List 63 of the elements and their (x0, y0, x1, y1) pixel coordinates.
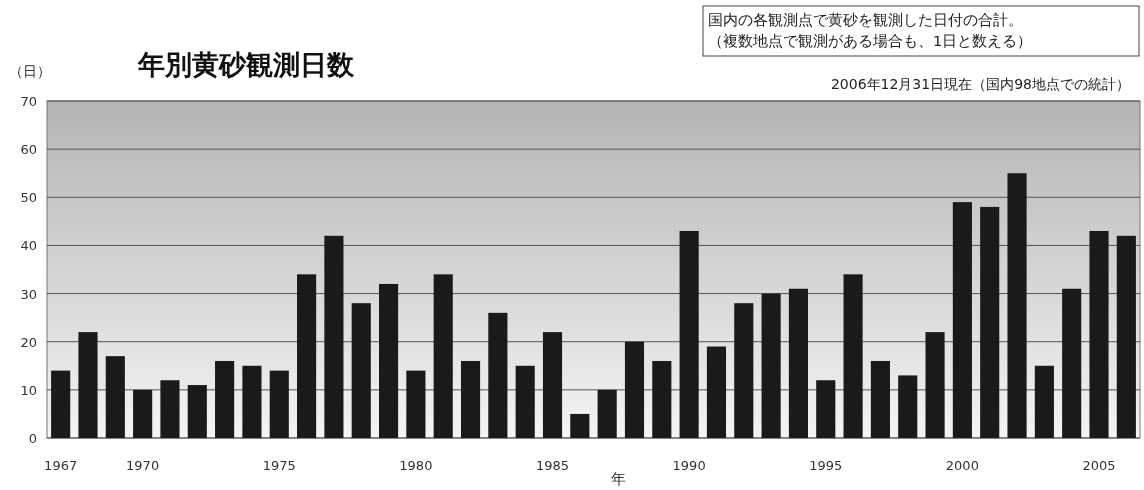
bar (433, 274, 453, 438)
y-tick-label: 50 (20, 190, 37, 206)
bar (870, 360, 890, 438)
bar (652, 360, 672, 438)
chart-title: 年別黄砂観測日数 (137, 49, 355, 80)
bar (898, 375, 918, 438)
bar (570, 413, 590, 438)
bar (78, 332, 98, 438)
y-tick-label: 70 (20, 94, 37, 109)
bar (515, 365, 535, 438)
bar (351, 303, 371, 438)
bar (1116, 235, 1136, 438)
x-tick-label: 2000 (945, 458, 979, 473)
bar (816, 380, 836, 438)
bar (160, 380, 180, 438)
bar (1007, 173, 1027, 438)
bar (679, 230, 699, 438)
bar (843, 274, 863, 438)
bar (1062, 288, 1082, 438)
bar (269, 370, 289, 438)
bar (406, 370, 426, 438)
y-tick-label: 0 (28, 431, 37, 446)
y-axis-title: （日） (9, 63, 51, 79)
bar (488, 312, 508, 438)
text: 2006年12月31日現在（国内98地点での統計） (830, 76, 1130, 92)
bar (51, 370, 71, 438)
bar (706, 346, 727, 438)
bar (952, 202, 972, 438)
bar (761, 293, 781, 438)
bar (324, 235, 344, 438)
bar (542, 332, 563, 438)
text: （複数地点で観測がある場合も、1日と数える） (708, 33, 1033, 49)
x-tick-label: 1967 (44, 458, 78, 473)
bar (1089, 230, 1109, 438)
x-tick-label: 1995 (809, 458, 843, 473)
bar (133, 389, 153, 438)
y-tick-label: 10 (20, 382, 37, 398)
x-tick-label: 1985 (535, 458, 570, 473)
x-tick-label: 2005 (1082, 458, 1116, 473)
bar (925, 332, 945, 438)
y-tick-label: 20 (20, 334, 37, 350)
y-tick-label: 30 (20, 286, 37, 302)
bar (215, 360, 235, 438)
x-tick-label: 1975 (262, 458, 296, 473)
x-axis-title: 年 (611, 470, 626, 488)
x-tick-label: 1970 (126, 458, 160, 473)
y-tick-label: 40 (20, 238, 37, 254)
bar (379, 283, 399, 438)
bar (297, 274, 317, 438)
bar (105, 356, 125, 438)
x-tick-label: 1990 (672, 458, 706, 473)
y-tick-label: 60 (20, 142, 37, 158)
bar (460, 360, 481, 438)
bar (788, 288, 808, 438)
bar (597, 389, 617, 438)
bar (734, 303, 754, 438)
bar (980, 206, 1000, 438)
bar (187, 385, 207, 438)
bar (624, 341, 645, 438)
text: 国内の各観測点で黄砂を観測した日付の合計。 (708, 12, 1023, 28)
bar (1034, 365, 1054, 438)
bar (242, 365, 262, 438)
x-tick-label: 1980 (399, 458, 433, 473)
